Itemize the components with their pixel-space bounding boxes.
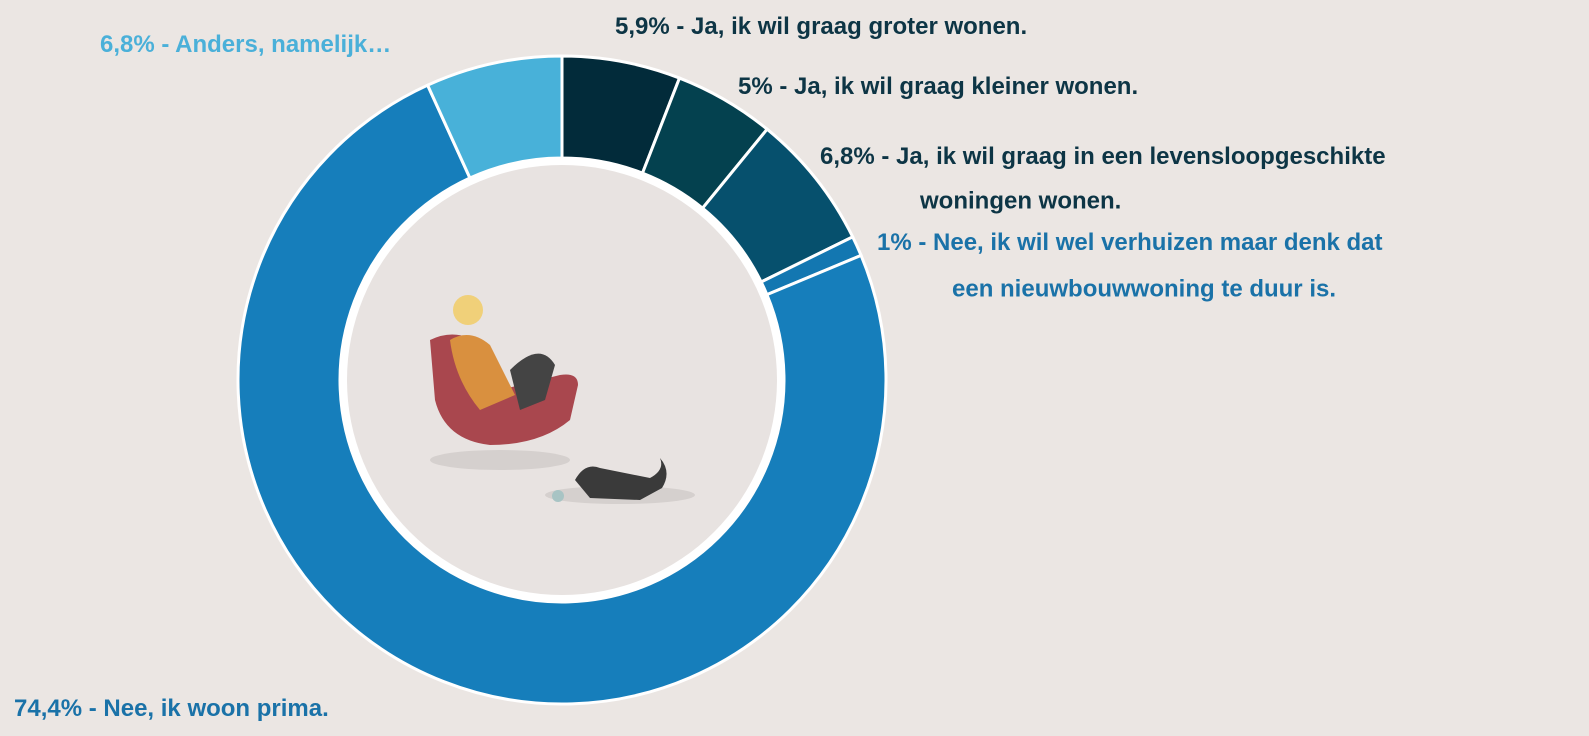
category-label: woningen wonen. xyxy=(919,187,1121,214)
person-legs xyxy=(510,353,555,410)
slice-label: 6,8% - Anders, namelijk… xyxy=(100,31,391,58)
category-label: Nee, ik wil wel verhuizen maar denk dat xyxy=(933,229,1383,256)
donut xyxy=(236,54,888,706)
category-label: Nee, ik woon prima. xyxy=(103,695,328,722)
category-label: Ja, ik wil graag kleiner wonen. xyxy=(794,73,1138,100)
value-label: 5% xyxy=(738,73,773,100)
label-separator: - xyxy=(912,229,933,256)
label-separator: - xyxy=(155,31,175,58)
value-label: 6,8% xyxy=(100,31,155,58)
value-label: 6,8% xyxy=(820,143,875,170)
category-label: Anders, namelijk… xyxy=(175,31,391,58)
label-separator: - xyxy=(875,143,896,170)
category-label: Ja, ik wil graag groter wonen. xyxy=(691,13,1027,40)
category-label: Ja, ik wil graag in een levensloopgeschi… xyxy=(896,143,1386,170)
ball xyxy=(552,490,564,502)
slice-label: 6,8% - Ja, ik wil graag in een levensloo… xyxy=(820,143,1386,170)
label-separator: - xyxy=(82,695,103,722)
value-label: 74,4% xyxy=(14,695,82,722)
label-separator: - xyxy=(670,13,691,40)
slice-label: 74,4% - Nee, ik woon prima. xyxy=(14,695,329,722)
slice-label: 5% - Ja, ik wil graag kleiner wonen. xyxy=(738,73,1138,100)
value-label: 5,9% xyxy=(615,13,670,40)
value-label: 1% xyxy=(877,229,912,256)
dog xyxy=(575,458,667,500)
center-illustration xyxy=(340,158,784,602)
slice-label: 1% - Nee, ik wil wel verhuizen maar denk… xyxy=(877,229,1383,256)
label-separator: - xyxy=(773,73,794,100)
person-body xyxy=(450,335,515,410)
slice-label: 5,9% - Ja, ik wil graag groter wonen. xyxy=(615,13,1027,40)
person-head xyxy=(453,295,483,325)
category-label: een nieuwbouwwoning te duur is. xyxy=(952,275,1336,302)
slice xyxy=(236,83,888,706)
chair-shadow xyxy=(430,450,570,470)
